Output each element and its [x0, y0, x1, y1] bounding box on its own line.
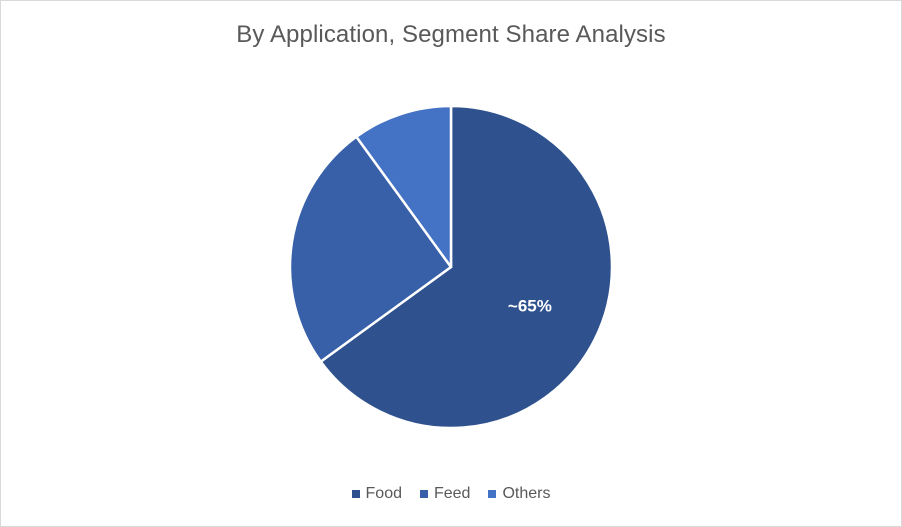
legend-label: Feed: [433, 485, 471, 502]
legend-swatch: [351, 490, 360, 498]
legend-swatch: [488, 490, 497, 498]
pie-slice-others: [355, 104, 453, 269]
legend: Food Feed Others: [1, 485, 901, 503]
legend-label: Food: [365, 485, 402, 502]
legend-label: Others: [502, 485, 551, 502]
data-label-food: ~65%: [508, 297, 552, 316]
legend-item-feed: Feed: [419, 485, 471, 503]
legend-item-food: Food: [351, 485, 402, 503]
chart-title: By Application, Segment Share Analysis: [236, 21, 666, 48]
legend-swatch: [419, 490, 428, 498]
pie-slice-food: [319, 104, 614, 430]
pie-slice-feed: [288, 135, 453, 363]
legend-item-others: Others: [488, 485, 550, 503]
